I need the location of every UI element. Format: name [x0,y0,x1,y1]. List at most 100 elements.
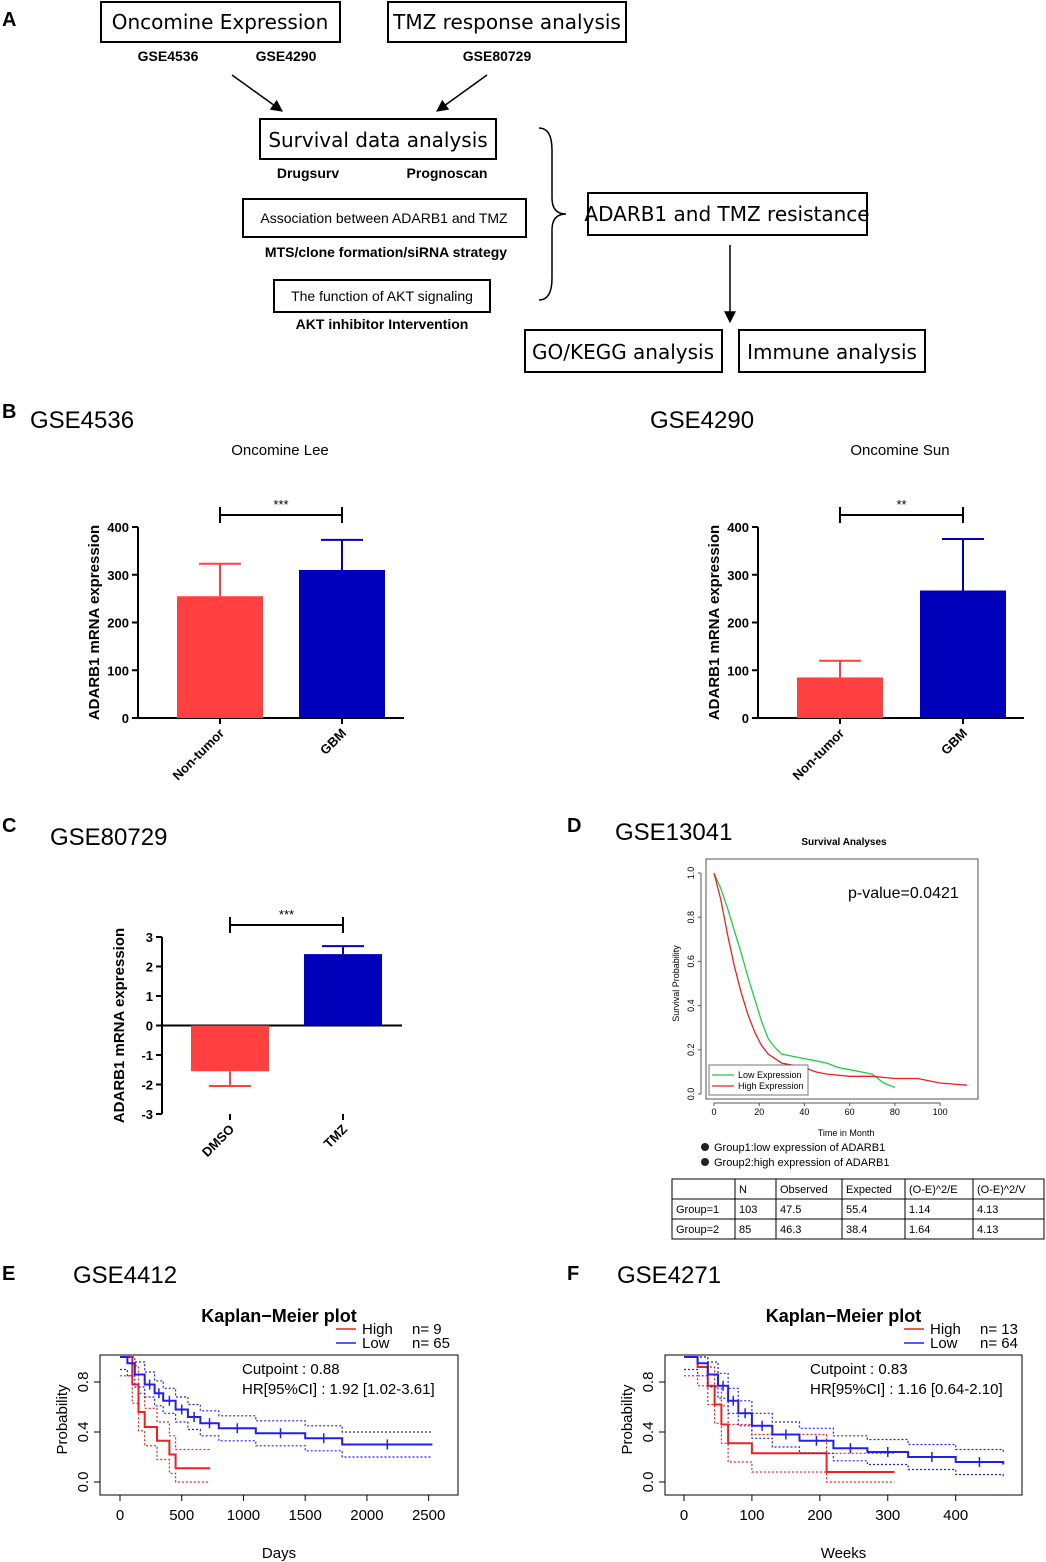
flow-tmz-response-box: TMZ response analysis [387,1,627,43]
flow-prognoscan: Prognoscan [407,165,488,181]
km-curve-high [684,1356,895,1473]
y-tick-label: 0 [742,711,749,726]
y-axis-label: Probability [54,1384,71,1455]
km-ci-upper [120,1356,433,1433]
table-cell: 4.13 [977,1224,998,1236]
panel-label-d: D [567,815,581,837]
x-tick-label: 300 [875,1507,900,1524]
y-tick-label: 100 [107,663,129,678]
flow-oncomine-label: Oncomine Expression [112,10,329,34]
bar-chart-gse4290: GSE4290 Oncomine Sun ADARB1 mRNA expressio… [650,407,1024,783]
flow-akt-function-box: The function of AKT signaling [273,279,491,313]
flow-arrow-right [436,74,488,112]
panel-label-a: A [2,9,16,31]
flow-brace [538,127,567,301]
x-tick-label: 200 [807,1507,832,1524]
flow-immune-label: Immune analysis [747,340,917,364]
panel-label-f: F [567,1263,579,1285]
table-cell: 46.3 [780,1224,801,1236]
table-header-cell: (O-E)^2/V [977,1184,1026,1196]
y-tick-label: 0.6 [686,955,696,968]
flow-adarb1-tmz-label: ADARB1 and TMZ resistance [584,202,869,226]
y-tick-label: 400 [107,520,129,535]
x-tick-label: 0 [680,1507,688,1524]
x-tick-label: 0 [711,1107,716,1117]
chart-title: Kaplan−Meier plot [766,1306,922,1326]
x-tick-label: 100 [739,1507,764,1524]
bar-chart-gse4536: GSE4536 Oncomine Lee ADARB1 mRNA expressio… [30,407,404,783]
y-axis-label: ADARB1 mRNA expression [86,525,103,720]
cutpoint-text: Cutpoint : 0.83 [810,1361,908,1378]
x-axis-label: Weeks [821,1545,867,1562]
group-bullet [701,1143,709,1151]
table-header-cell: N [739,1184,747,1196]
x-tick-label: TMZ [321,1121,351,1151]
y-axis-label: ADARB1 mRNA expression [111,928,128,1123]
chart-title: Oncomine Lee [231,442,329,459]
km-curve-high [120,1356,211,1470]
group-bullet [701,1158,709,1166]
y-tick-label: 300 [727,568,749,583]
y-tick-label: 1.0 [686,867,696,880]
flow-gse80729: GSE80729 [463,48,532,64]
km-ci-lower [120,1375,211,1483]
y-tick-label: 3 [146,930,153,945]
km-ci-lower [684,1375,895,1483]
km-chart-gse4271: GSE4271 Kaplan−Meier plot High n= 13 Low n= 6… [617,1262,1023,1562]
table-header-cell: (O-E)^2/E [909,1184,958,1196]
x-tick-label: 1000 [227,1507,260,1524]
x-tick-label: GBM [938,726,970,758]
flow-survival-box: Survival data analysis [259,118,497,160]
legend-label: High [362,1321,393,1338]
table-cell: 4.13 [977,1204,998,1216]
y-tick-label: 1 [146,989,153,1004]
panel-label-b: B [2,401,16,423]
km-curve-low [684,1356,1005,1465]
x-tick-label: 100 [933,1107,948,1117]
plot-frame [705,858,979,1100]
flow-drugsurv: Drugsurv [277,165,339,181]
table-cell: Group=1 [676,1204,719,1216]
x-tick-label: 500 [169,1507,194,1524]
legend-n: n= 64 [980,1335,1018,1352]
bar-non-tumor [177,596,263,718]
flow-tmz-response-label: TMZ response analysis [392,10,621,34]
bar-tmz [304,954,382,1026]
legend-box [708,1064,809,1096]
y-tick-label: -2 [141,1078,153,1093]
panel-label-c: C [2,815,16,837]
flow-arrow-left [231,74,283,112]
y-axis-label: Probability [619,1384,636,1455]
legend-n: n= 65 [412,1335,450,1352]
y-tick-label: 300 [107,568,129,583]
y-tick-label: 0.0 [686,1088,696,1101]
y-tick-label: -1 [141,1048,153,1063]
x-axis-label: Time in Month [818,1128,875,1138]
chart-title: Oncomine Sun [850,442,949,459]
table-header-cell: Observed [780,1184,828,1196]
legend-n: n= 9 [412,1321,442,1338]
table-cell: 1.64 [909,1224,930,1236]
flow-immune-box: Immune analysis [738,329,926,373]
y-tick-label: 400 [727,520,749,535]
bar-chart-gse80729: GSE80729 ADARB1 mRNA expression -3 -2 -1 0 1 2 3… [50,824,402,1160]
dataset-id: GSE4271 [617,1262,721,1289]
flow-akt-function-label: The function of AKT signaling [291,288,473,304]
cutpoint-text: Cutpoint : 0.88 [242,1361,340,1378]
legend-label: High [930,1321,961,1338]
x-tick-label: 0 [116,1507,124,1524]
hazard-ratio-text: HR[95%CI] : 1.92 [1.02-3.61] [242,1381,435,1398]
x-tick-label: 60 [845,1107,855,1117]
p-value: p-value=0.0421 [848,885,959,902]
flow-gse4290: GSE4290 [256,48,317,64]
table-cell: 103 [739,1204,757,1216]
km-ci-lower [684,1368,1004,1477]
y-tick-label: -3 [141,1107,153,1122]
table-header-cell: Expected [846,1184,892,1196]
y-tick-label: 0.0 [75,1472,92,1493]
bar-gbm [299,569,385,718]
flow-adarb1-tmz-box: ADARB1 and TMZ resistance [584,192,870,236]
group-legend-text: Group2:high expression of ADARB1 [714,1157,890,1169]
flow-gse4536: GSE4536 [138,48,199,64]
